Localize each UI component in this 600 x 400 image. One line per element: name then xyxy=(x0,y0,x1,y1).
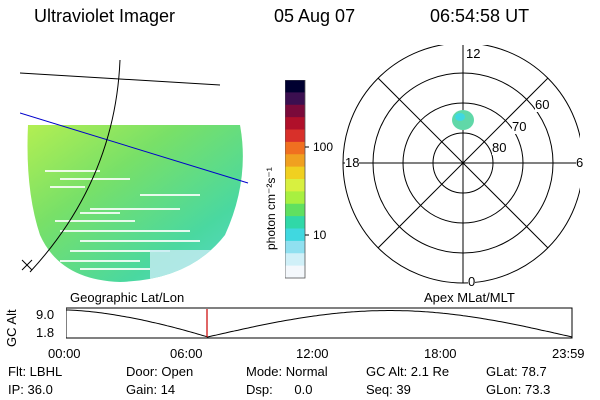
lat-line-black xyxy=(20,72,221,86)
colorbar-band xyxy=(285,179,305,192)
sequence-status: Seq: 39 xyxy=(366,382,411,397)
lat-label-80: 80 xyxy=(492,140,507,155)
time-label: 06:54:58 UT xyxy=(430,6,530,26)
colorbar-band xyxy=(285,166,305,180)
ip-status: IP: 36.0 xyxy=(8,382,53,397)
colorbar-band xyxy=(285,80,305,93)
colorbar-band xyxy=(285,191,305,205)
mlt-label-0: 0 xyxy=(468,274,476,289)
colorbar-band xyxy=(285,265,305,279)
timeline-ytick-bottom: 1.8 xyxy=(36,325,55,340)
lon-line-blue xyxy=(20,112,249,184)
colorbar-band xyxy=(285,117,305,131)
colorbar-band xyxy=(285,104,305,118)
dsp-status: Dsp: 0.0 xyxy=(246,382,313,397)
timeline-left-label: Geographic Lat/Lon xyxy=(70,290,185,305)
timeline-right-label: Apex MLat/MLT xyxy=(424,290,515,305)
timeline-xtick-1800: 18:00 xyxy=(424,346,457,361)
geographic-image-panel xyxy=(20,60,249,282)
door-status: Door: Open xyxy=(126,364,194,379)
colorbar-band xyxy=(285,129,305,143)
colorbar-tick-100: 100 xyxy=(313,140,334,154)
date-label: 05 Aug 07 xyxy=(274,6,356,26)
polar-mlat-mlt-plot xyxy=(342,45,580,284)
colorbar-band xyxy=(285,253,305,267)
colorbar xyxy=(285,80,309,279)
timeline-ytick-top: 9.0 xyxy=(36,307,55,322)
instrument-title: Ultraviolet Imager xyxy=(34,6,176,26)
timeline-axis-title: GC Alt xyxy=(4,309,19,347)
lat-label-70: 70 xyxy=(512,119,527,134)
colorbar-band xyxy=(285,141,305,155)
altitude-curve xyxy=(66,309,573,338)
mlt-label-18: 18 xyxy=(345,155,360,170)
geo-longitude-status: GLon: 73.3 xyxy=(486,382,551,397)
colorbar-band xyxy=(285,92,305,106)
timeline-xtick-2359: 23:59 xyxy=(552,346,585,361)
terminator-curve xyxy=(29,60,121,273)
timeline-xtick-1200: 12:00 xyxy=(296,346,329,361)
mode-status: Mode: Normal xyxy=(246,364,328,379)
colorbar-band xyxy=(285,154,305,168)
mlt-label-6: 6 xyxy=(576,155,584,170)
timeline-xtick-0600: 06:00 xyxy=(170,346,203,361)
colorbar-band xyxy=(285,240,305,254)
colorbar-band xyxy=(285,203,305,217)
filter-status: Flt: LBHL xyxy=(8,364,63,379)
colorbar-unit-label: photon cm⁻²s⁻¹ xyxy=(264,167,278,250)
timeline-xtick-0000: 00:00 xyxy=(48,346,81,361)
uv-emission-image xyxy=(27,125,243,282)
lat-label-60: 60 xyxy=(535,97,550,112)
colorbar-tick-10: 10 xyxy=(313,228,327,242)
colorbar-band xyxy=(285,216,305,230)
gc-altitude-timeline xyxy=(66,307,573,339)
gain-status: Gain: 14 xyxy=(126,382,176,397)
mlt-label-12: 12 xyxy=(466,46,481,61)
geo-latitude-status: GLat: 78.7 xyxy=(486,364,547,379)
colorbar-band xyxy=(285,228,305,242)
gc-altitude-status: GC Alt: 2.1 Re xyxy=(366,364,450,379)
